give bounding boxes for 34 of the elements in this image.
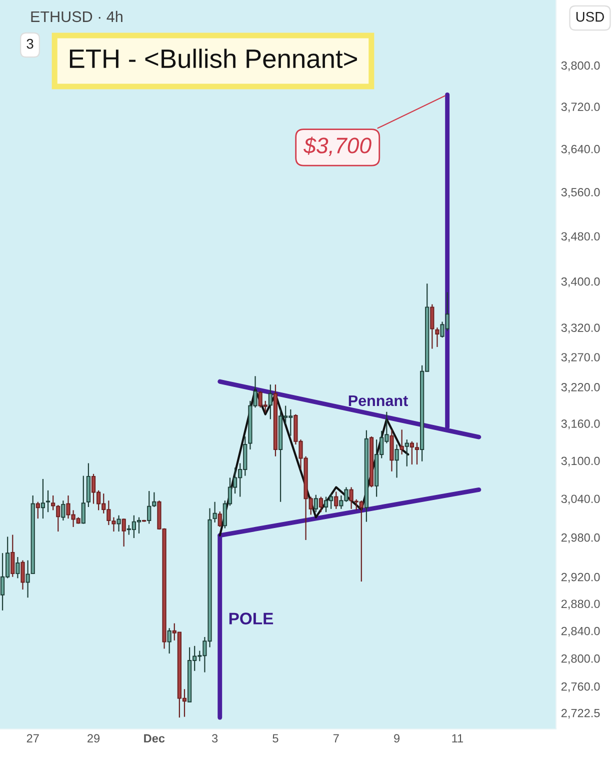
y-tick-label: 3,040.0 (561, 494, 600, 504)
y-tick-label: 3,160.0 (561, 420, 600, 430)
y-tick-label: 2,840.0 (561, 626, 600, 637)
y-tick-label: 2,920.0 (561, 572, 600, 583)
y-tick-label: 2,760.0 (561, 682, 600, 692)
x-tick-label: Dec (144, 734, 165, 743)
text: ETH - <Bullish Pennant> (70, 48, 357, 68)
y-tick-label: 3,100.0 (561, 456, 600, 466)
x-tick-label: 29 (88, 734, 100, 743)
annotation: 3 (26, 38, 34, 49)
y-tick-label: 2,980.0 (561, 533, 600, 544)
x-tick-label: 27 (26, 734, 39, 742)
y-tick-label: 2,722.5 (561, 708, 600, 719)
x-tick-label: 7 (333, 734, 339, 742)
y-tick-label: 3,270.0 (561, 353, 600, 363)
x-tick-label: 9 (394, 734, 400, 743)
y-tick-label: 3,560.0 (561, 188, 600, 198)
y-tick-label: 3,640.0 (561, 144, 600, 155)
text: ETHUSD · 4h (31, 10, 122, 22)
text: USD (576, 12, 604, 22)
y-tick-label: 3,400.0 (561, 277, 600, 288)
y-tick-label: 2,880.0 (561, 600, 600, 610)
annotation: Pennant (348, 395, 408, 406)
x-tick-label: 3 (212, 734, 218, 743)
y-tick-label: 3,720.0 (561, 102, 600, 112)
y-tick-label: 2,800.0 (561, 654, 600, 664)
x-tick-label: 11 (452, 734, 463, 742)
annotation: $3,700 (303, 136, 372, 156)
y-tick-label: 3,320.0 (561, 324, 600, 334)
y-tick-label: 3,800.0 (561, 61, 600, 72)
y-tick-label: 3,480.0 (561, 232, 600, 242)
y-tick-label: 3,220.0 (561, 382, 600, 393)
annotation: POLE (229, 612, 274, 624)
x-tick-label: 5 (272, 734, 278, 743)
